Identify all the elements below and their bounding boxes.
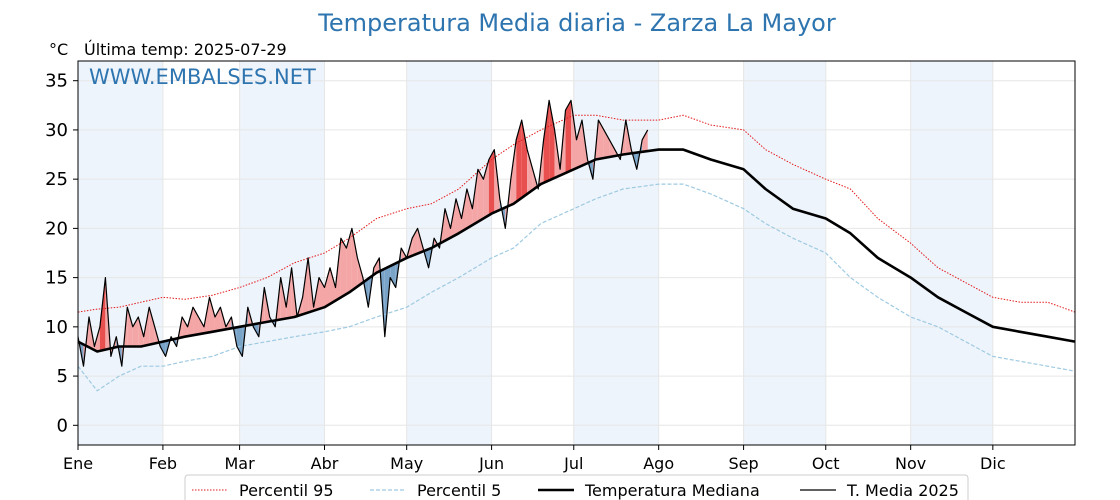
y-tick-label: 10 — [45, 317, 68, 338]
month-band — [573, 61, 659, 445]
fill-above-median — [510, 139, 517, 205]
fill-above-median — [571, 100, 577, 171]
y-tick-label: 30 — [45, 120, 68, 141]
fill-above-median — [198, 317, 204, 335]
fill-above-median — [412, 228, 418, 256]
fill-above-median — [598, 120, 604, 159]
x-tick-label: Abr — [311, 454, 339, 473]
legend-label: Percentil 5 — [417, 481, 501, 500]
y-tick-label: 35 — [45, 71, 68, 92]
fill-above-median — [549, 100, 555, 181]
fill-above-median — [445, 208, 451, 241]
fill-above-median — [340, 238, 347, 298]
fill-above-median — [324, 267, 330, 308]
legend: Percentil 95 Percentil 5 Temperatura Media… — [184, 474, 969, 500]
legend-label: T. Media 2025 — [846, 481, 959, 500]
fill-below-median — [160, 341, 166, 357]
x-tick-label: Jun — [478, 454, 504, 473]
y-tick-label: 15 — [45, 268, 68, 289]
fill-above-median — [466, 189, 473, 229]
x-tick-label: Jul — [563, 454, 583, 473]
last-update-label: Última temp: 2025-07-29 — [84, 40, 287, 59]
fill-above-median — [576, 120, 582, 169]
fill-above-median — [455, 198, 462, 235]
plot-frame — [77, 60, 1076, 446]
x-tick-label: Ene — [63, 454, 93, 473]
fill-above-median — [127, 307, 133, 347]
legend-label: Percentil 95 — [239, 481, 334, 500]
fill-above-median — [187, 307, 194, 337]
fill-above-median — [132, 317, 139, 347]
x-axis: Ene Feb Mar Abr May Jun Jul Ago Sep Oct Nov Dic — [63, 445, 1006, 473]
fill-above-median — [373, 257, 380, 275]
fill-above-median — [99, 277, 106, 351]
fill-above-median — [527, 149, 533, 194]
fill-above-median — [477, 169, 484, 222]
fill-above-median — [351, 228, 358, 291]
y-tick-label: 0 — [57, 415, 68, 436]
fill-above-median — [461, 189, 467, 232]
month-band — [743, 61, 826, 445]
x-tick-label: May — [390, 454, 423, 473]
series-thin-line — [77, 99, 649, 367]
series-thick-line — [77, 148, 1076, 353]
fill-above-median — [214, 307, 221, 332]
y-tick-label: 5 — [57, 366, 68, 387]
x-tick-label: Feb — [149, 454, 177, 473]
fill-above-median — [642, 129, 648, 152]
x-tick-label: Sep — [729, 454, 759, 473]
fill-below-median — [390, 263, 396, 288]
x-tick-label: Oct — [812, 454, 840, 473]
fill-above-median — [543, 100, 550, 183]
month-bands — [78, 61, 993, 445]
series-lines — [77, 99, 1076, 392]
fill-above-median — [603, 129, 610, 158]
fill-above-median — [565, 100, 572, 173]
y-tick-label: 20 — [45, 218, 68, 239]
fill-above-median — [138, 317, 144, 347]
x-tick-label: Mar — [225, 454, 256, 473]
series-dashed-line — [77, 183, 1076, 392]
legend-box — [184, 474, 969, 500]
fill-above-median — [609, 139, 615, 157]
chart-title: Temperatura Media diaria - Zarza La Mayo… — [317, 9, 836, 37]
fill-above-median — [149, 307, 155, 345]
fill-above-median — [193, 307, 199, 336]
watermark: WWW.EMBALSES.NET — [89, 65, 316, 89]
fill-above-median — [182, 317, 188, 338]
fill-above-median — [516, 120, 522, 202]
y-axis: 0 5 10 15 20 25 30 35 — [45, 71, 78, 436]
y-unit-label: °C — [49, 40, 68, 59]
fill-above-median — [329, 267, 336, 304]
month-band — [910, 61, 993, 445]
series-dotted-line — [77, 114, 1076, 313]
x-tick-label: Nov — [895, 454, 926, 473]
fill-above-median — [357, 257, 363, 287]
x-tick-label: Dic — [980, 454, 1006, 473]
y-tick-label: 25 — [45, 169, 68, 190]
month-band — [239, 61, 325, 445]
legend-label: Temperatura Mediana — [584, 481, 760, 500]
month-band — [78, 61, 163, 445]
x-tick-label: Ago — [643, 454, 674, 473]
fill-above-median — [488, 149, 495, 216]
fill-above-median — [521, 120, 528, 198]
fill-above-median — [209, 297, 215, 333]
